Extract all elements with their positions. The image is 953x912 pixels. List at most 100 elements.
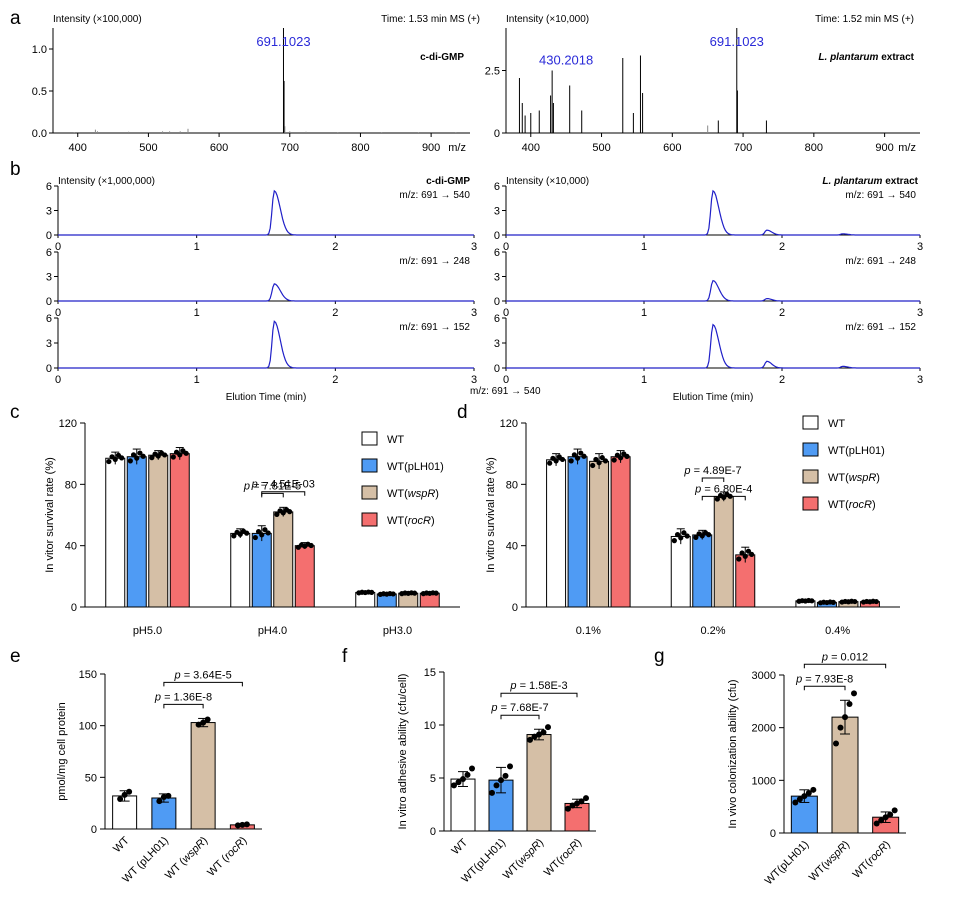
d-chart-datapoint [745,548,752,554]
d-chart-bar [589,460,610,608]
f-chart-ytick-label: 10 [424,720,436,732]
e-chart-datapoint [160,793,167,800]
c-chart-bar [169,453,190,608]
a-right-spectrum-xtick-label: 400 [522,142,540,154]
b-stray-label: m/z: 691 → 540 [470,386,541,397]
d-chart-bar [692,534,713,608]
e-chart-ytick-label: 150 [79,669,97,681]
d-chart-datapoint [590,462,596,469]
e-chart-ylabel: pmol/mg cell protein [56,702,68,800]
e-chart-category-label: WT (rocR) [205,835,249,879]
b-right-chrom-3-trace [506,323,920,369]
d-chart-pvalue: p = 4.89E-7 [683,465,741,477]
f-chart-ytick-label: 15 [424,667,436,679]
a-right-spectrum-xtick-label: 700 [734,142,752,154]
e-chart-ytick-label: 100 [79,721,97,733]
c-chart-datapoint [140,453,146,459]
e-chart-datapoint [165,792,172,799]
b-left-chrom-2-ytick-label: 3 [46,272,52,284]
d-chart-legend-swatch [802,415,819,430]
c-chart-datapoint [308,542,314,549]
g-chart-ytick-label: 3000 [752,670,776,682]
a-left-spectrum-ytick-label: 0.0 [32,128,47,140]
d-chart-ytick-label: 120 [500,418,518,430]
c-chart-bar [230,532,251,608]
c-chart-datapoint [183,450,189,456]
b-left-xlabel: Elution Time (min) [226,392,307,403]
b-right-chrom-2-transition-label: m/z: 691 → 248 [845,256,916,267]
b-left-chrom-1-ytick-label: 0 [46,230,52,242]
c-chart-datapoint [231,533,237,539]
b-left-ylabel: Intensity (×1,000,000) [58,176,155,187]
d-chart-datapoint [674,532,681,538]
d-chart-bar [713,496,734,608]
c-chart-group-label: pH3.0 [383,625,412,637]
g-chart-datapoint [796,796,803,803]
c-chart-datapoint [137,450,143,456]
d-chart-datapoint [749,551,755,558]
f-chart-sig-bracket [500,714,540,720]
b-right-chrom-1-trace [506,189,920,236]
d-chart-datapoint [581,453,587,459]
g-chart-datapoint [833,740,839,747]
e-chart-pvalue: p = 3.64E-5 [174,669,232,681]
f-chart-datapoint [502,772,509,779]
d-chart-datapoint [873,598,879,605]
b-right-chrom-1-ytick-label: 3 [494,206,500,218]
c-chart-datapoint [255,528,262,535]
d-chart-datapoint [553,458,559,464]
e-chart-datapoint [234,822,241,829]
d-chart-pvalue: p = 6.80E-4 [694,483,752,495]
e-chart-pvalue: p = 1.36E-8 [154,691,212,703]
d-chart-sig-bracket [701,477,725,482]
c-chart-datapoint [433,590,439,596]
c-chart-datapoint [287,509,293,515]
b-left-chrom-3-xtick-label: 0 [55,374,61,386]
f-chart-sig-bracket [500,692,578,698]
d-chart-bar [735,554,756,608]
b-left-chrom-2-xtick-label: 1 [194,307,200,319]
e-chart-datapoint [156,798,163,805]
d-chart-datapoint [596,460,602,466]
b-left-chrom-3-xtick-label: 1 [194,374,200,386]
a-left-spectrum-ylabel: Intensity (×100,000) [53,14,142,25]
c-chart-datapoint [170,454,176,460]
panel-letter-g: g [654,646,665,667]
c-chart-datapoint [177,452,183,458]
c-chart-datapoint [244,530,250,536]
b-left-chrom-1-xtick-label: 1 [194,241,200,253]
g-chart-category-label: WT(wspR) [807,839,852,884]
g-chart-datapoint [837,724,844,731]
b-left-chrom-3-ytick-label: 0 [46,363,52,375]
g-chart-category-label: WT(rocR) [851,839,893,881]
d-chart-datapoint [714,496,720,502]
a-right-spectrum-xtick-label: 600 [663,142,681,154]
c-chart-legend-label: WT(rocR) [387,515,435,527]
b-right-chrom-3-xtick-label: 0 [503,374,509,386]
panel-letter-c: c [10,402,20,423]
c-chart-group-label: pH4.0 [258,625,287,637]
e-chart-datapoint [200,719,207,726]
c-chart-datapoint [369,589,375,595]
g-chart-ytick-label: 1000 [752,775,776,787]
c-chart-legend-swatch [361,458,378,473]
c-chart-datapoint [106,458,112,465]
a-left-spectrum-ytick-label: 0.5 [32,86,47,98]
b-left-chrom-2-xtick-label: 2 [332,307,338,319]
f-chart-datapoint [464,771,471,778]
d-chart-datapoint [599,455,605,461]
f-chart-datapoint [545,724,551,731]
d-chart-legend-label: WT(pLH01) [828,445,885,457]
e-chart-bar [190,722,216,830]
b-left-chrom-3-ytick-label: 3 [46,338,52,350]
e-chart-sig-bracket [163,681,243,687]
c-chart-datapoint [252,534,258,541]
e-chart-ytick-label: 50 [85,772,97,784]
b-right-chrom-3-ytick-label: 0 [494,363,500,375]
e-chart-ytick-label: 0 [91,824,97,836]
g-chart-datapoint [810,786,817,793]
c-chart-datapoint [127,458,133,464]
g-chart-category-label: WT(pLH01) [763,839,812,888]
g-chart-sig-bracket [803,663,887,669]
c-chart-legend-label: WT(wspR) [387,488,439,500]
